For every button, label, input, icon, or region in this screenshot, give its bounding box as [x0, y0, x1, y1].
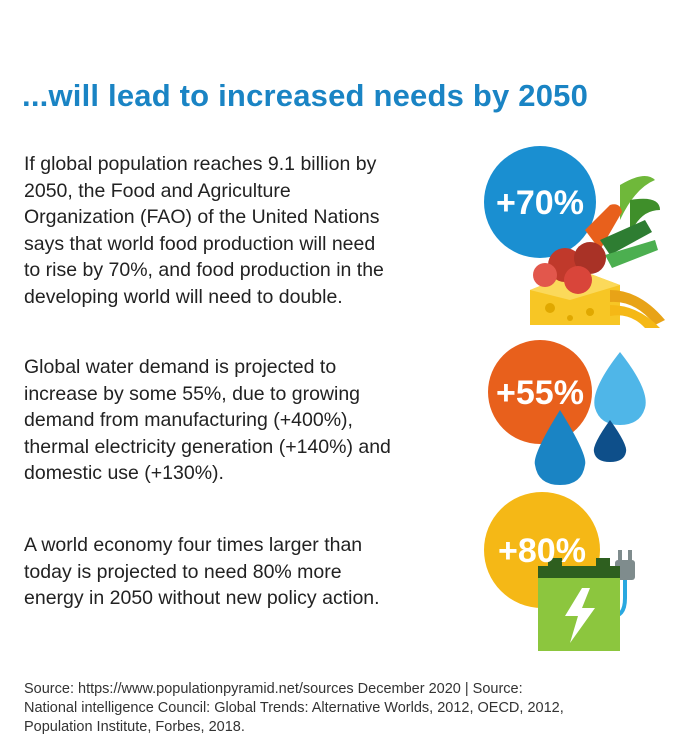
text-line: developing world will need to double. — [24, 285, 343, 308]
battery-terminal — [596, 558, 610, 568]
plug-prong — [618, 550, 622, 562]
badge-circle — [484, 146, 596, 258]
water-drop-icon — [594, 352, 646, 425]
text-line: says that world food production will nee… — [24, 232, 376, 255]
water-drop-icon — [593, 420, 627, 462]
text-line: increase by some 55%, due to growing — [24, 382, 361, 405]
text-line: 2050, the Food and Agriculture — [24, 179, 291, 202]
source-line: National intelligence Council: Global Tr… — [24, 700, 564, 716]
berry-icon — [533, 263, 557, 287]
page-title: ...will lead to increased needs by 2050 — [22, 78, 589, 113]
text-line: Global water demand is projected to — [24, 356, 337, 378]
carrot-icon — [585, 204, 622, 250]
banana-icon — [610, 305, 660, 328]
vegetable-icon — [605, 240, 658, 268]
badge-label: +80% — [498, 532, 586, 570]
lightning-icon — [565, 588, 595, 643]
water-drop-icon — [534, 410, 586, 485]
badge-label: +70% — [496, 184, 584, 222]
water-paragraph: Global water demand is projected to incr… — [24, 354, 391, 487]
text-line: thermal electricity generation (+140%) a… — [24, 435, 391, 458]
text-line: domestic use (+130%). — [24, 462, 224, 484]
badge-circle — [488, 340, 592, 444]
food-icon: +70% — [484, 146, 665, 328]
source-line: Population Institute, Forbes, 2018. — [24, 719, 245, 735]
text-line: to rise by 70%, and food production in t… — [24, 259, 384, 281]
energy-paragraph: A world economy four times larger than t… — [24, 532, 380, 612]
banana-icon — [610, 290, 665, 325]
source-line: Source: https://www.populationpyramid.ne… — [24, 681, 523, 697]
cheese-hole — [545, 303, 555, 313]
text-line: energy in 2050 without new policy action… — [24, 587, 380, 609]
food-paragraph: If global population reaches 9.1 billion… — [24, 151, 384, 310]
badge-label: +55% — [496, 374, 584, 412]
vegetable-icon — [600, 220, 652, 255]
battery-terminal — [548, 558, 562, 568]
berry-icon — [574, 242, 606, 274]
text-line: demand from manufacturing (+400%), — [24, 409, 353, 431]
leaf-icon — [630, 198, 660, 235]
text-line: Organization (FAO) of the United Nations — [24, 206, 380, 228]
berry-icon — [564, 266, 592, 294]
battery-top — [538, 566, 620, 578]
cheese-hole — [567, 315, 573, 321]
text-line: A world economy four times larger than — [24, 534, 363, 556]
water-drops-icon: +55% — [488, 340, 646, 485]
leaf-icon — [620, 176, 655, 220]
text-line: If global population reaches 9.1 billion… — [24, 153, 377, 175]
battery-plug-icon: +80% — [484, 492, 635, 651]
text-line: today is projected to need 80% more — [24, 560, 342, 583]
cheese-hole — [586, 308, 594, 316]
source-note: Source: https://www.populationpyramid.ne… — [24, 680, 564, 737]
plug-prong — [628, 550, 632, 562]
